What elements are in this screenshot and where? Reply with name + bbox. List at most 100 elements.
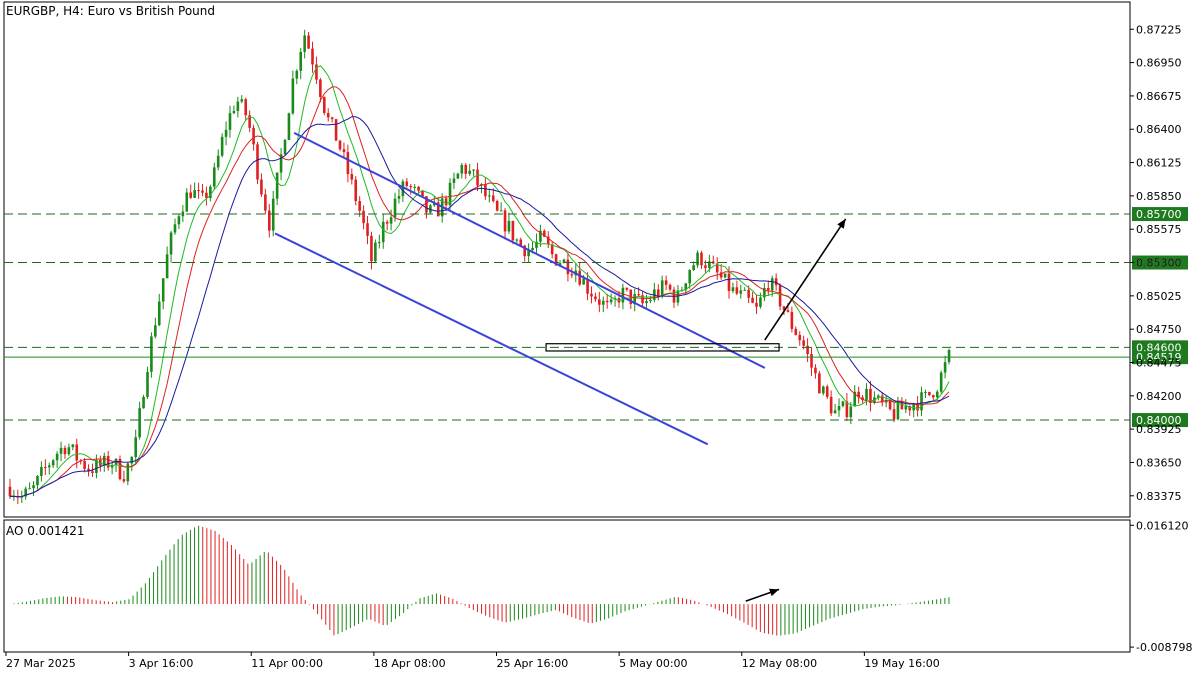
- candle-body: [150, 336, 153, 372]
- candle-body: [315, 64, 318, 80]
- candle-body: [157, 301, 161, 326]
- main-panel: [3, 1, 1131, 518]
- candle-body: [138, 408, 141, 438]
- candle-body: [216, 155, 220, 168]
- candle-body: [256, 144, 259, 180]
- candles: [8, 29, 951, 504]
- ao-y-tick-label: -0.008798: [1136, 641, 1192, 654]
- candle-body: [829, 396, 833, 414]
- ao-bars: [13, 525, 950, 636]
- y-tick-label: 0.86950: [1136, 57, 1182, 70]
- candle-body: [154, 325, 157, 337]
- candle-body: [122, 479, 126, 482]
- y-tick-label: 0.85025: [1136, 290, 1182, 303]
- candle-body: [896, 401, 900, 420]
- candle-body: [825, 386, 829, 397]
- channel-lower-line: [274, 232, 709, 446]
- candle-body: [444, 198, 448, 206]
- candle-body: [609, 299, 613, 303]
- candle-body: [539, 230, 542, 242]
- candle-body: [126, 463, 130, 482]
- candle-body: [484, 184, 487, 197]
- candle-body: [374, 242, 377, 262]
- candle-body: [782, 306, 786, 311]
- candle-body: [303, 35, 306, 52]
- candle-body: [790, 311, 794, 329]
- x-tick-label: 18 Apr 08:00: [374, 657, 446, 670]
- x-tick-label: 5 May 00:00: [619, 657, 687, 670]
- candle-body: [448, 182, 452, 206]
- candle-body: [346, 151, 350, 175]
- candle-body: [904, 406, 908, 410]
- candle-body: [833, 410, 837, 414]
- candle-body: [40, 467, 43, 477]
- candle-body: [916, 403, 919, 411]
- price-arrow-head: [837, 218, 846, 229]
- y-tick-label: 0.86400: [1136, 123, 1182, 136]
- candle-body: [770, 278, 774, 291]
- candle-body: [130, 457, 134, 464]
- candle-body: [59, 447, 63, 454]
- candle-body: [810, 353, 813, 368]
- y-tick-label: 0.83925: [1136, 423, 1182, 436]
- candle-body: [413, 186, 416, 188]
- candle-body: [535, 241, 538, 248]
- y-tick-label: 0.86125: [1136, 157, 1182, 170]
- candle-body: [142, 396, 145, 409]
- candle-body: [464, 164, 468, 174]
- y-tick-label: 0.83650: [1136, 456, 1182, 469]
- candle-body: [711, 261, 715, 264]
- moving-average-8: [9, 65, 950, 498]
- candle-body: [947, 350, 951, 363]
- candle-body: [708, 261, 711, 268]
- candle-body: [727, 273, 731, 292]
- candle-body: [252, 127, 255, 145]
- candle-body: [287, 113, 291, 140]
- candle-body: [598, 299, 601, 305]
- current-price-label: 0.84519: [1136, 351, 1182, 364]
- candle-body: [924, 391, 927, 393]
- x-tick-label: 27 Mar 2025: [6, 657, 76, 670]
- candle-body: [495, 200, 499, 211]
- candle-body: [279, 154, 283, 173]
- resistance-box: [545, 343, 780, 352]
- candle-body: [36, 476, 39, 486]
- y-tick-label: 0.86675: [1136, 90, 1182, 103]
- candle-body: [739, 290, 743, 294]
- candle-body: [688, 270, 692, 284]
- candle-body: [63, 447, 67, 455]
- candle-body: [692, 265, 695, 271]
- price-arrow-shaft: [764, 218, 847, 341]
- candle-body: [656, 289, 660, 296]
- candle-body: [869, 388, 872, 404]
- candle-body: [209, 186, 212, 199]
- candle-body: [334, 119, 338, 141]
- candle-body: [499, 210, 503, 212]
- ao-title: AO 0.001421: [6, 524, 85, 538]
- moving-average-13: [9, 86, 950, 498]
- candle-body: [719, 272, 723, 278]
- candle-body: [393, 198, 397, 218]
- candle-body: [220, 136, 224, 156]
- candle-body: [562, 259, 566, 264]
- candle-body: [633, 294, 637, 304]
- ao-frame: [3, 519, 1131, 653]
- candle-body: [943, 362, 947, 373]
- candle-body: [558, 263, 562, 266]
- current-price-badge: [1132, 351, 1188, 365]
- channel-upper-line: [293, 131, 766, 369]
- candle-body: [283, 139, 287, 155]
- candle-body: [165, 254, 169, 279]
- candle-body: [511, 220, 515, 241]
- candle-body: [397, 196, 401, 199]
- candle-body: [87, 468, 90, 472]
- candle-body: [362, 210, 365, 224]
- level-label: 0.85300: [1136, 257, 1182, 270]
- candle-body: [71, 444, 75, 448]
- candle-body: [621, 287, 625, 303]
- ao-panel: [3, 519, 1131, 653]
- candle-body: [169, 232, 173, 255]
- candle-body: [700, 252, 703, 266]
